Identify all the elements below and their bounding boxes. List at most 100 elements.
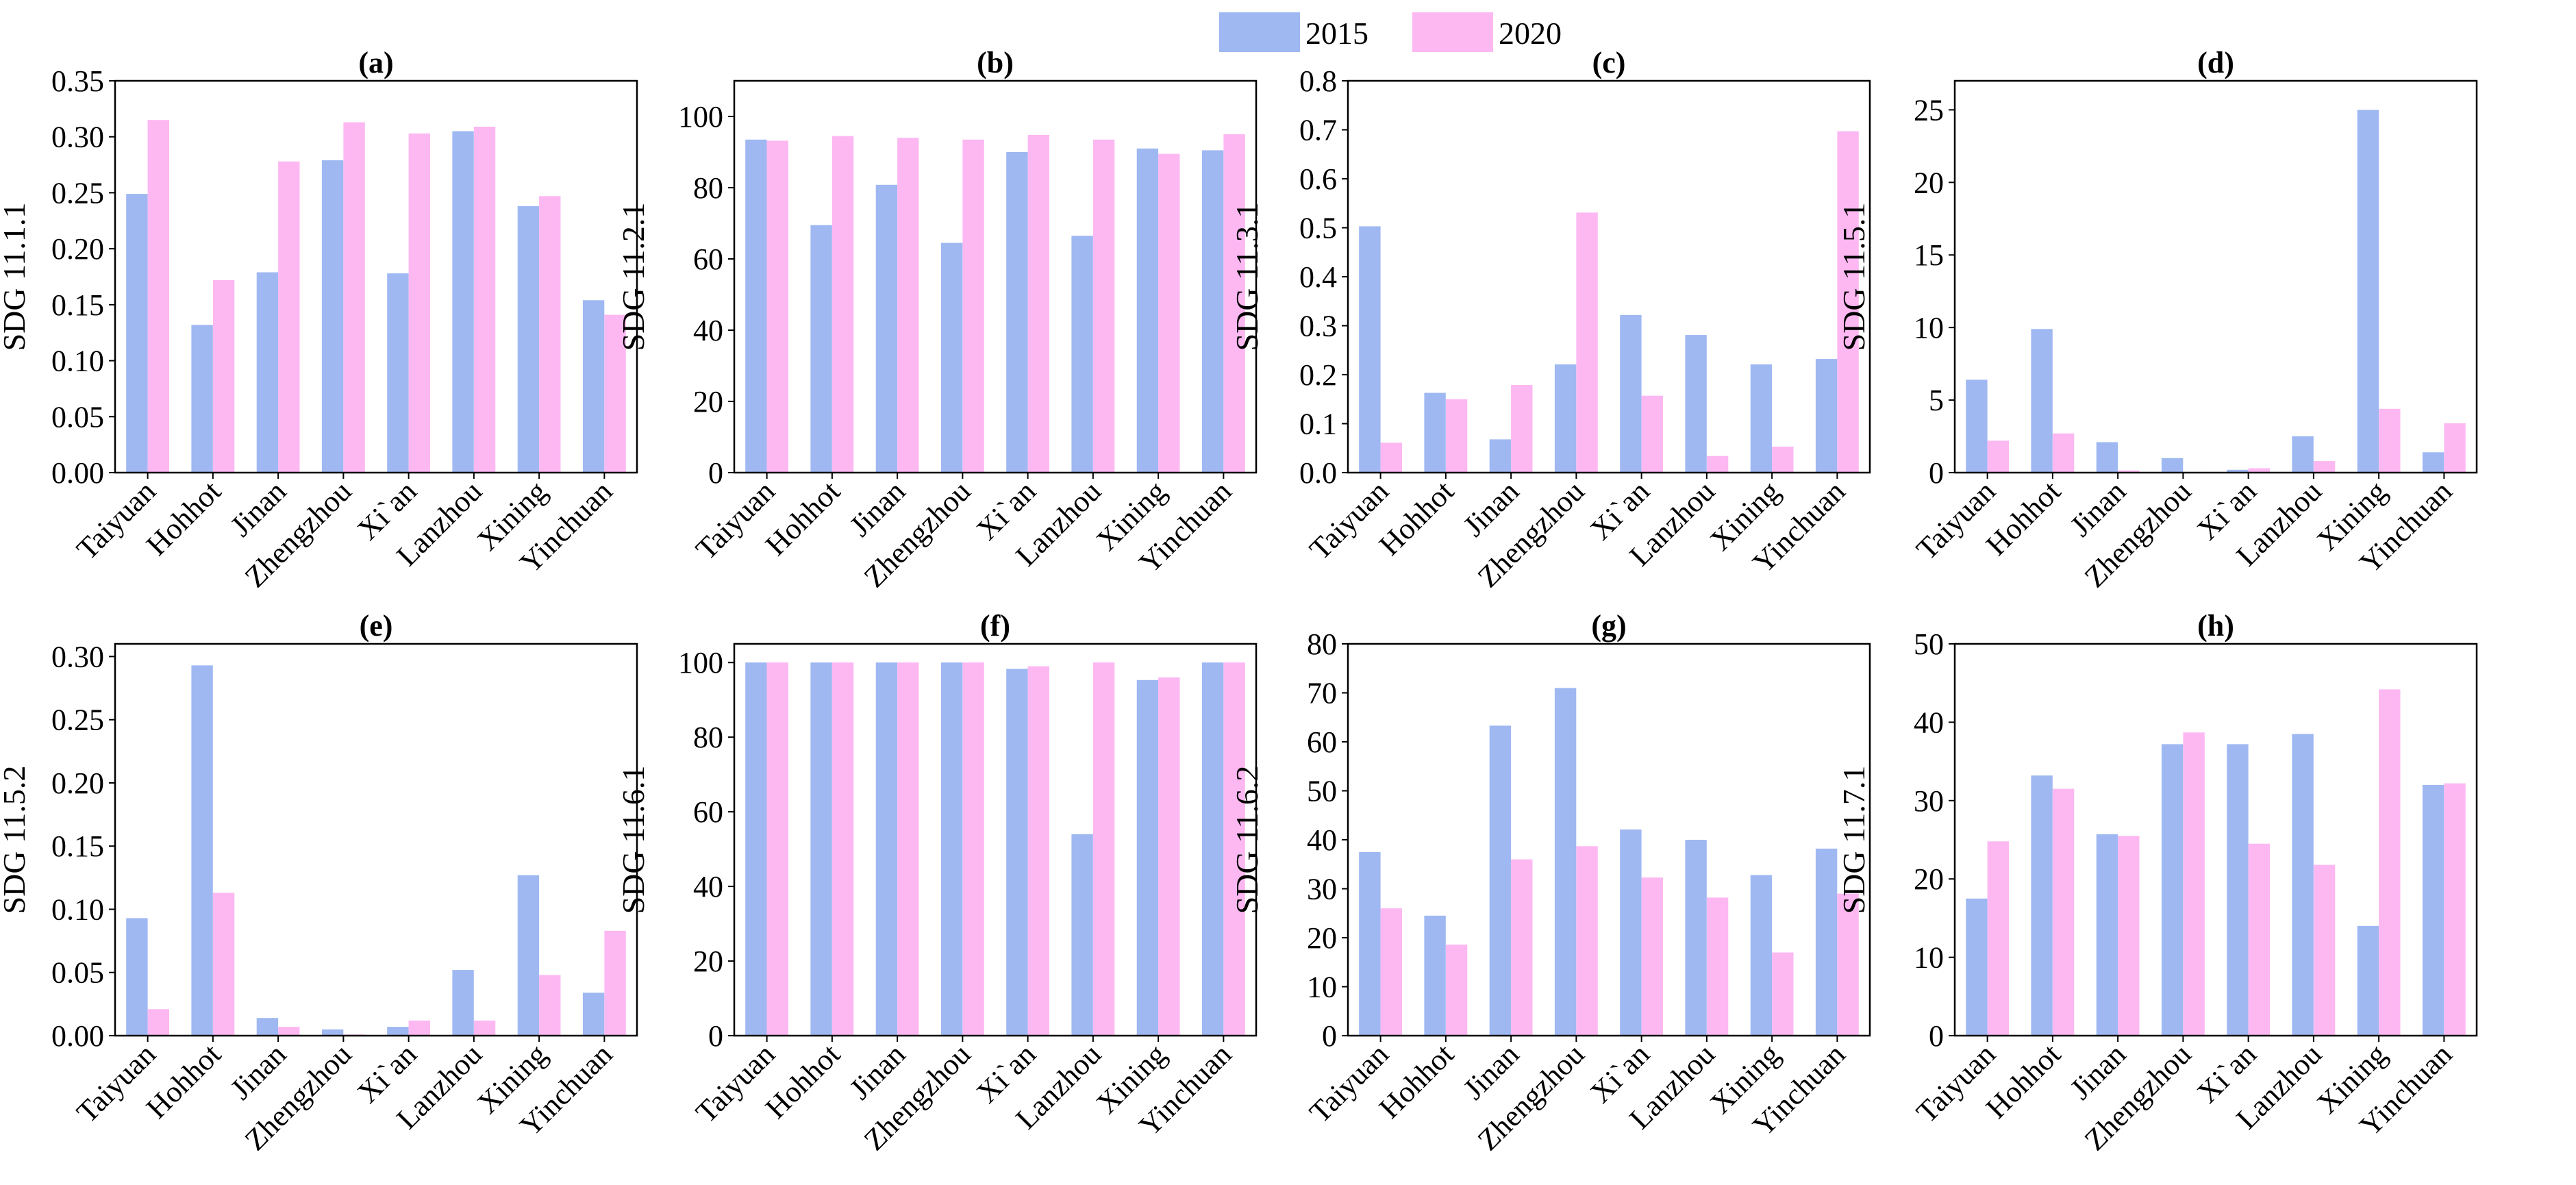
panel-c: TaiyuanHohhotJinanZhengzhouXi`anLanzhouX…	[1229, 46, 1871, 594]
panel-d-bar-2015-5	[2227, 469, 2249, 473]
panel-f-ytick-label-3: 40	[693, 870, 723, 903]
panel-d-bar-2020-5	[2248, 468, 2270, 473]
panel-c-bar-2020-7	[1772, 447, 1794, 473]
panel-e-bar-2020-1	[147, 1009, 169, 1036]
panel-d-bar-2020-3	[2118, 470, 2140, 473]
panel-c-ytick-label-6: 0.5	[1299, 212, 1337, 245]
panel-c-bar-2020-5	[1641, 395, 1663, 473]
panel-a-xtick-label-2: Hohhot	[140, 474, 227, 562]
panel-g-bar-2015-5	[1620, 830, 1642, 1036]
panel-c-ytick-label-9: 0.8	[1299, 64, 1337, 98]
panel-d-bar-2015-1	[1966, 379, 1988, 473]
legend-swatch-2020	[1412, 12, 1493, 52]
panel-d-bar-2020-8	[2444, 423, 2466, 473]
panel-e-ytick-label-4: 0.15	[51, 830, 104, 863]
panel-f-bar-2020-3	[897, 662, 919, 1036]
panel-b-bar-2015-4	[940, 242, 963, 473]
panel-e-bar-2015-5	[387, 1027, 409, 1036]
panel-a-bar-2015-2	[191, 325, 213, 473]
panel-f-ylabel: SDG 11.6.1	[616, 766, 651, 914]
panel-g-ytick-label-7: 60	[1307, 725, 1337, 759]
panel-f-bar-2015-8	[1201, 662, 1224, 1036]
panel-c-bar-2015-4	[1554, 364, 1577, 473]
panel-f-ytick-label-2: 20	[693, 945, 723, 978]
panel-f-bar-2020-7	[1158, 677, 1180, 1036]
panel-h: TaiyuanHohhotJinanZhengzhouXi`anLanzhouX…	[1836, 609, 2478, 1157]
panel-e-bar-2015-2	[191, 665, 213, 1036]
panel-d-ytick-label-6: 25	[1914, 93, 1944, 127]
panel-h-bar-2015-6	[2292, 734, 2314, 1036]
panel-h-bar-2015-5	[2227, 744, 2249, 1036]
panel-e-bar-2020-8	[604, 930, 626, 1036]
panel-c-title: (c)	[1592, 46, 1626, 79]
panel-a-bar-2015-7	[517, 206, 540, 473]
panel-d-bar-2020-7	[2379, 408, 2401, 473]
panel-c-bar-2020-1	[1380, 442, 1402, 473]
panel-a: TaiyuanHohhotJinanZhengzhouXi`anLanzhouX…	[0, 46, 638, 594]
panel-h-ylabel: SDG 11.7.1	[1836, 766, 1871, 914]
panel-h-ytick-label-4: 30	[1914, 784, 1944, 818]
panel-d-bar-2015-7	[2357, 110, 2379, 473]
panel-g-bar-2015-8	[1815, 848, 1838, 1036]
panel-f-xtick-label-2: Hohhot	[759, 1037, 847, 1125]
panel-g-bar-2015-7	[1750, 875, 1773, 1036]
panel-d-title: (d)	[2197, 46, 2234, 79]
panel-f-bar-2020-8	[1223, 662, 1245, 1036]
panel-a-bar-2015-8	[582, 300, 605, 473]
panel-c-ytick-label-7: 0.6	[1299, 162, 1337, 196]
panel-a-bar-2015-5	[387, 273, 409, 473]
panel-g-bar-2020-2	[1445, 945, 1468, 1036]
panel-a-ytick-label-8: 0.35	[51, 64, 104, 98]
panel-b-ytick-label-2: 20	[693, 385, 723, 419]
panel-h-ytick-label-1: 0	[1929, 1019, 1944, 1053]
panel-b-xtick-label-2: Hohhot	[759, 474, 847, 562]
panel-h-bar-2015-3	[2096, 834, 2118, 1036]
panel-a-bar-2015-3	[256, 272, 279, 473]
panel-b-bar-2020-5	[1027, 135, 1049, 473]
panel-b-bar-2015-3	[875, 184, 898, 473]
panel-f-bar-2020-5	[1027, 666, 1049, 1036]
panel-g-bar-2015-2	[1424, 915, 1446, 1036]
panel-f-bar-2015-6	[1071, 834, 1093, 1036]
panel-h-ytick-label-6: 50	[1914, 627, 1944, 661]
panel-f-bar-2020-1	[766, 662, 788, 1036]
panel-g-bar-2015-3	[1489, 725, 1512, 1036]
panel-c-bar-2015-7	[1750, 364, 1773, 473]
panel-f-bar-2015-1	[745, 662, 767, 1036]
panel-h-ytick-label-5: 40	[1914, 706, 1944, 739]
panel-g: TaiyuanHohhotJinanZhengzhouXi`anLanzhouX…	[1229, 609, 1871, 1157]
panel-c-ytick-label-2: 0.1	[1299, 408, 1337, 441]
panel-b-bar-2015-7	[1136, 148, 1159, 473]
panel-b-bar-2020-3	[897, 138, 919, 473]
panel-e-bar-2015-8	[582, 993, 605, 1036]
panel-c-ytick-label-5: 0.4	[1299, 260, 1337, 294]
panel-d: TaiyuanHohhotJinanZhengzhouXi`anLanzhouX…	[1836, 46, 2478, 594]
panel-a-bar-2015-6	[452, 131, 474, 473]
panel-b-title: (b)	[977, 46, 1014, 79]
panel-a-frame	[114, 79, 638, 474]
panel-h-bar-2015-8	[2422, 784, 2444, 1036]
legend: 2015 2020	[1219, 12, 1562, 52]
panel-e-bar-2020-6	[473, 1020, 496, 1036]
legend-label-2020: 2020	[1499, 16, 1562, 51]
panel-d-bar-2020-1	[1987, 440, 2009, 473]
panel-b-ytick-label-6: 100	[678, 100, 723, 134]
panel-d-frame	[1953, 79, 2478, 474]
panel-d-ytick-label-2: 5	[1929, 384, 1944, 417]
panel-h-ytick-label-3: 20	[1914, 862, 1944, 896]
panel-e-ytick-label-1: 0.00	[51, 1019, 104, 1053]
panel-h-bar-2015-1	[1966, 898, 1988, 1036]
panel-g-bar-2015-1	[1359, 851, 1381, 1036]
panel-a-ytick-label-7: 0.30	[51, 121, 104, 154]
panel-f-xtick-label-1: Taiyuan	[689, 1037, 781, 1129]
panel-c-bar-2020-3	[1511, 385, 1533, 473]
panel-c-ytick-label-4: 0.3	[1299, 310, 1337, 343]
panel-e: TaiyuanHohhotJinanZhengzhouXi`anLanzhouX…	[0, 609, 638, 1157]
panel-e-bar-2015-4	[321, 1029, 344, 1036]
panel-g-frame	[1347, 643, 1871, 1037]
panel-g-bar-2020-6	[1706, 897, 1729, 1036]
panel-g-xtick-label-1: Taiyuan	[1303, 1037, 1395, 1129]
panel-a-bar-2020-5	[408, 133, 430, 473]
panel-a-ytick-label-2: 0.05	[51, 400, 104, 434]
